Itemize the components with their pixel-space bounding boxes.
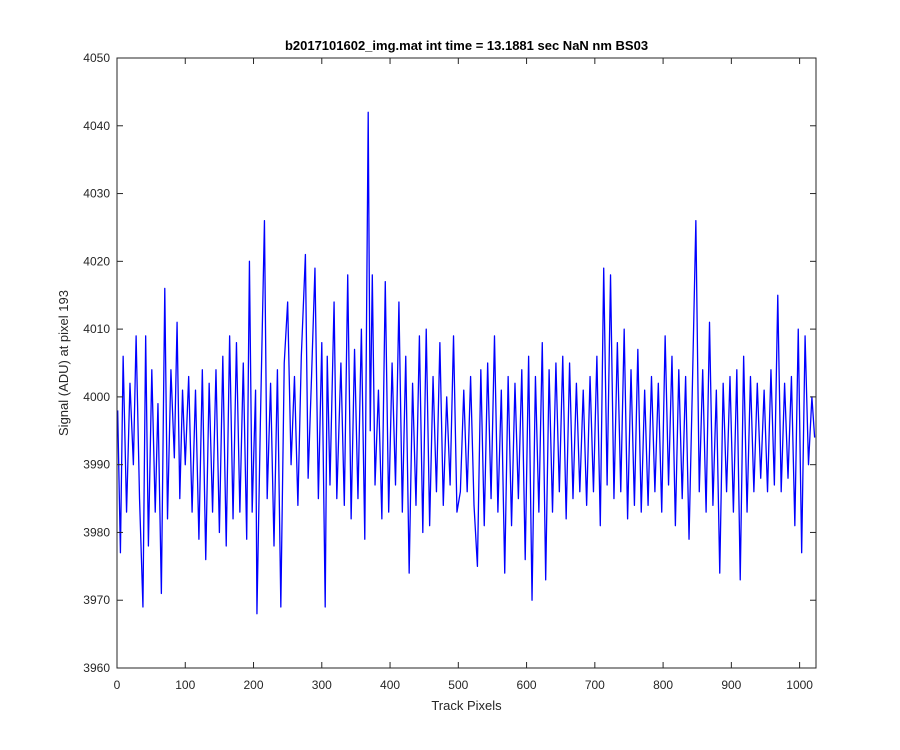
y-tick-label: 4020 <box>83 254 110 268</box>
y-axis: 3960 3970 3980 3990 4000 4010 4020 4030 4040 4050 <box>83 51 816 675</box>
y-tick-label: 4050 <box>83 51 110 65</box>
y-tick-label: 4010 <box>83 322 110 336</box>
x-tick-label: 800 <box>653 678 673 692</box>
x-tick-label: 0 <box>114 678 121 692</box>
y-tick-label: 4040 <box>83 119 110 133</box>
y-axis-label: Signal (ADU) at pixel 193 <box>56 290 71 436</box>
chart-title: b2017101602_img.mat int time = 13.1881 s… <box>285 38 648 53</box>
x-tick-label: 300 <box>312 678 332 692</box>
y-tick-label: 4030 <box>83 187 110 201</box>
y-tick-label: 4000 <box>83 390 110 404</box>
plot-area <box>117 58 816 668</box>
axes-box <box>116 57 817 669</box>
series-layer <box>117 111 816 615</box>
x-axis: 0 100 200 300 400 500 600 700 800 900 1000 <box>114 58 813 692</box>
y-tick-label: 3970 <box>83 593 110 607</box>
series-line-0 <box>117 111 816 615</box>
x-tick-label: 100 <box>175 678 195 692</box>
x-tick-label: 700 <box>585 678 605 692</box>
x-tick-label: 500 <box>448 678 468 692</box>
x-tick-label: 900 <box>721 678 741 692</box>
x-tick-label: 600 <box>517 678 537 692</box>
x-tick-label: 200 <box>244 678 264 692</box>
y-tick-label: 3990 <box>83 458 110 472</box>
x-axis-label: Track Pixels <box>431 698 502 713</box>
x-tick-label: 1000 <box>786 678 813 692</box>
y-tick-label: 3980 <box>83 525 110 539</box>
x-tick-label: 400 <box>380 678 400 692</box>
y-tick-label: 3960 <box>83 661 110 675</box>
